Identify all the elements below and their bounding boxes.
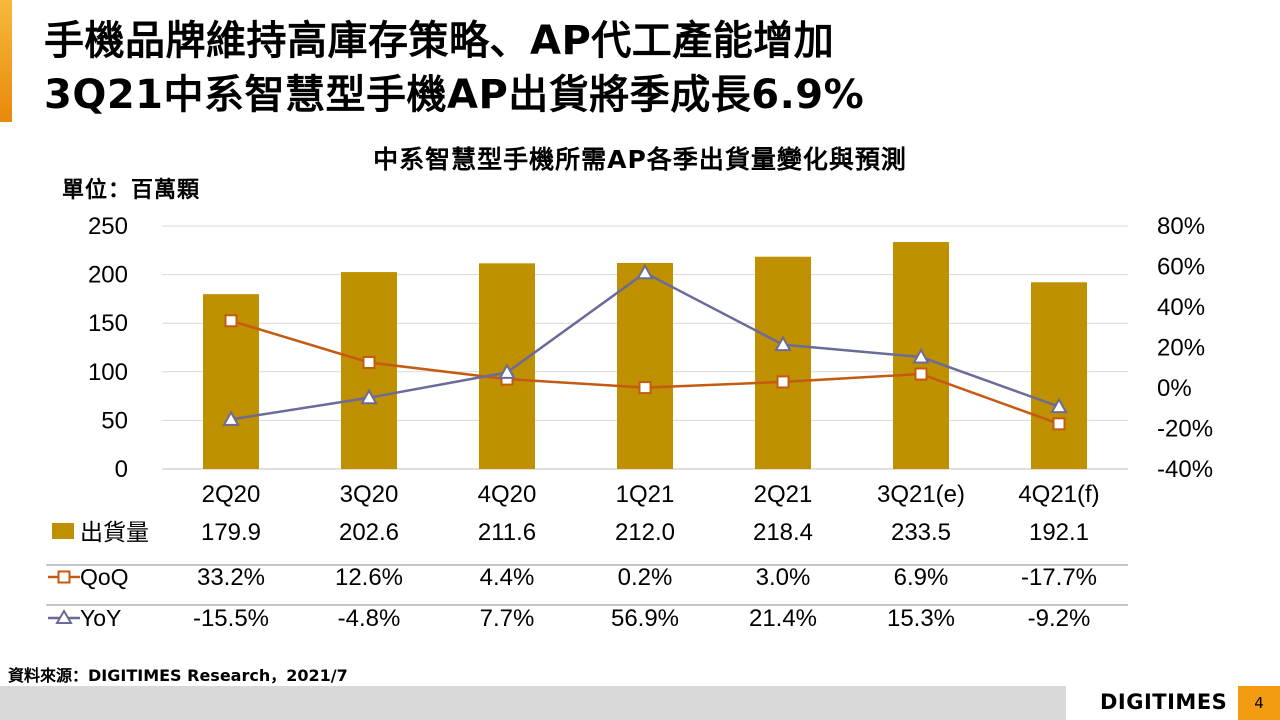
point-qoq (224, 314, 238, 328)
x-tick-label: 4Q20 (478, 481, 537, 508)
unit-label: 單位：百萬顆 (62, 178, 201, 203)
bar (617, 262, 673, 469)
point-qoq (362, 355, 376, 369)
bar (755, 256, 811, 469)
data-label-yoy: -9.2% (1028, 605, 1091, 632)
x-tick-label: 2Q21 (754, 481, 813, 508)
accent-bar (0, 0, 12, 122)
point-yoy (774, 335, 792, 352)
y-right-tick-label: -40% (1157, 456, 1213, 483)
data-label-qoq: 0.2% (618, 564, 673, 591)
point-yoy (1050, 397, 1068, 414)
y-right-tick-label: -20% (1157, 416, 1213, 443)
y-left-tick-label: 200 (88, 262, 128, 289)
point-qoq (776, 375, 790, 389)
point-yoy (498, 363, 516, 379)
y-right-tick-label: 60% (1157, 254, 1205, 281)
data-label-出貨量: 211.6 (478, 519, 536, 546)
slide-title: 手機品牌維持高庫存策略、AP代工產能增加 3Q21中系智慧型手機AP出貨將季成長… (44, 14, 864, 122)
data-label-出貨量: 218.4 (753, 519, 813, 546)
data-label-qoq: 4.4% (480, 564, 535, 591)
legend-key-yoy-marker (55, 609, 73, 624)
y-left-tick-label: 100 (88, 359, 128, 386)
source-note: 資料來源：DIGITIMES Research，2021/7 (8, 666, 348, 685)
point-qoq (638, 381, 652, 395)
data-label-出貨量: 233.5 (891, 519, 951, 546)
chart-title: 中系智慧型手機所需AP各季出貨量變化與預測 (373, 145, 907, 174)
data-label-qoq: 33.2% (197, 564, 265, 591)
y-right-tick-label: 0% (1157, 375, 1192, 402)
y-left-tick-label: 0 (115, 456, 128, 483)
legend-key-bar (52, 523, 74, 539)
x-tick-label: 3Q20 (340, 481, 399, 508)
data-label-yoy: 15.3% (887, 605, 955, 632)
data-label-qoq: -17.7% (1021, 564, 1097, 591)
digitimes-logo: DIGITIMES (1100, 690, 1228, 714)
bar (1031, 282, 1087, 469)
point-qoq (1052, 417, 1066, 431)
legend-label-qoq: QoQ (80, 564, 129, 590)
legend-label-yoy: YoY (80, 605, 121, 631)
legend-label-bar: 出貨量 (80, 519, 149, 545)
data-label-qoq: 12.6% (335, 564, 403, 591)
y-right-tick-label: 20% (1157, 335, 1205, 362)
point-yoy (222, 410, 240, 426)
slide-title-line-1: 手機品牌維持高庫存策略、AP代工產能增加 (44, 18, 835, 64)
data-label-出貨量: 179.9 (201, 519, 261, 546)
footer-band (0, 686, 1066, 720)
y-left-tick-label: 50 (101, 407, 128, 434)
data-label-yoy: 56.9% (611, 605, 679, 632)
bar (341, 272, 397, 469)
legend-key-qoq-marker (57, 570, 71, 584)
y-left-tick-label: 250 (88, 213, 128, 240)
x-tick-label: 4Q21(f) (1018, 481, 1099, 508)
data-label-出貨量: 212.0 (615, 519, 675, 546)
point-qoq (914, 367, 928, 381)
point-yoy (636, 263, 654, 280)
y-right-tick-label: 80% (1157, 213, 1205, 240)
x-tick-label: 3Q21(e) (877, 481, 965, 508)
data-label-出貨量: 192.1 (1029, 519, 1089, 546)
data-label-yoy: -4.8% (338, 605, 401, 632)
data-label-qoq: 3.0% (756, 564, 811, 591)
point-yoy (360, 388, 378, 405)
data-label-yoy: -15.5% (193, 605, 269, 632)
x-tick-label: 2Q20 (202, 481, 261, 508)
data-label-yoy: 7.7% (480, 605, 535, 632)
slide-title-line-2: 3Q21中系智慧型手機AP出貨將季成長6.9% (44, 72, 865, 118)
x-tick-label: 1Q21 (616, 481, 675, 508)
y-left-tick-label: 150 (88, 310, 128, 337)
y-right-tick-label: 40% (1157, 294, 1205, 321)
page-number: 4 (1238, 686, 1280, 720)
data-label-yoy: 21.4% (749, 605, 817, 632)
data-label-qoq: 6.9% (894, 564, 949, 591)
point-yoy (912, 347, 930, 364)
data-label-出貨量: 202.6 (339, 519, 399, 546)
